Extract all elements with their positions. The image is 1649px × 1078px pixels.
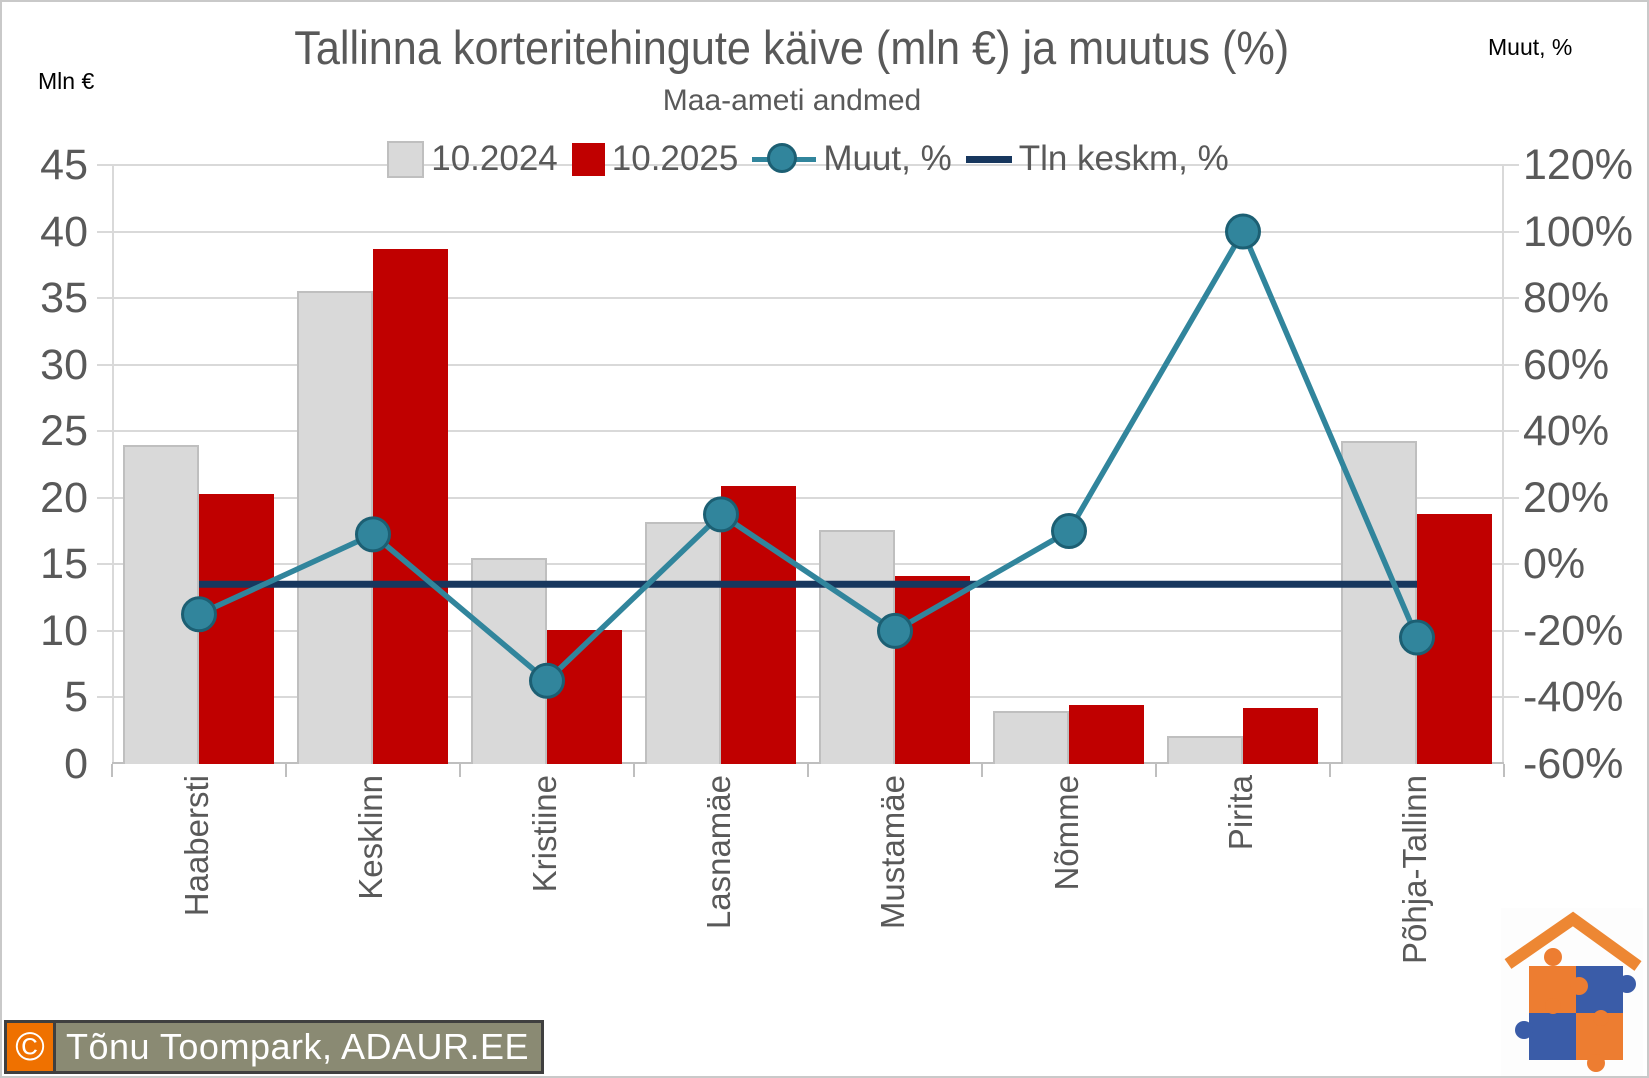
legend-label-2025: 10.2025 [611,139,739,178]
legend-swatch-keskm-line [965,155,1012,163]
x-axis-tick [807,764,809,777]
left-axis-unit-label: Mln € [38,68,95,94]
bar-10.2025-Kristiine [547,629,622,764]
copyright-icon: © [7,1023,56,1071]
legend: 10.2024 10.2025 Muut, % Tln keskm, % [112,134,1504,184]
bar-10.2024-Lasnamäe [645,521,721,764]
gridline [97,230,1519,233]
left-axis-tick-labels: 45 40 35 30 25 20 15 10 5 0 [2,141,88,788]
legend-item-keskm: Tln keskm, % [965,139,1229,179]
muut-marker-Kesklinn [355,516,391,553]
category-label-Põhja-Tallinn: Põhja-Tallinn [1396,775,1433,964]
category-label-Haabersti: Haabersti [178,775,215,917]
bar-10.2025-Pirita [1243,708,1318,764]
legend-label-keskm: Tln keskm, % [1018,139,1229,178]
left-tick-label: 45 [40,141,88,189]
axis-line-vertical [1502,165,1504,764]
x-axis-tick [1329,764,1331,777]
x-axis-line [112,762,1504,764]
gridline [97,164,1519,166]
house-puzzle-icon [1504,911,1642,1072]
left-tick-label: 5 [64,673,88,722]
line-series-layer [181,213,1435,699]
muut-line [197,225,1420,685]
gridline [97,696,1519,699]
legend-swatch-2025 [571,142,605,176]
category-label-Pirita: Pirita [1222,775,1259,851]
category-axis-labels: Haabersti Kesklinn Kristiine Lasnamäe Mustam… [112,775,1504,1015]
chart-subtitle: Maa-ameti andmed [662,84,922,117]
legend-label-2024: 10.2024 [431,139,558,178]
plot-area [97,164,1519,777]
x-axis-tick [633,764,635,777]
gridline [97,297,1519,300]
gridline [97,563,1519,566]
bar-10.2024-Kristiine [471,557,547,764]
right-tick-label: 0% [1523,540,1586,589]
bar-10.2025-Kesklinn [373,248,448,764]
x-axis-tick [981,764,983,777]
x-axis-tick [1503,764,1505,777]
right-tick-label: 80% [1523,274,1610,323]
gridline [97,363,1519,366]
bar-10.2024-Mustamäe [819,529,895,764]
right-tick-label: -40% [1523,673,1624,722]
right-tick-label: 120% [1523,141,1633,189]
x-axis-tick [111,764,113,777]
left-tick-label: 30 [40,340,88,389]
left-tick-label: 20 [40,473,88,522]
legend-item-2024: 10.2024 [387,139,558,179]
legend-item-muut: Muut, % [752,139,952,179]
muut-marker-Pirita [1225,213,1261,250]
bar-10.2025-Lasnamäe [721,485,796,764]
legend-swatch-muut-line-marker [752,141,817,177]
left-tick-label: 25 [40,407,88,456]
muut-marker-Kristiine [529,662,565,699]
copyright-watermark: © Tõnu Toompark, ADAUR.EE [4,1020,545,1074]
right-tick-label: 40% [1523,407,1610,456]
right-axis-unit-label: Muut, % [1488,34,1573,60]
x-axis-tick [1155,764,1157,777]
x-axis-tick [459,764,461,777]
left-tick-label: 15 [40,540,88,589]
category-label-Kesklinn: Kesklinn [352,775,389,900]
category-label-Nõmme: Nõmme [1048,775,1085,891]
adaur-house-puzzle-logo [1501,908,1643,1076]
category-label-Mustamäe: Mustamäe [874,775,911,930]
category-label-Kristiine: Kristiine [526,775,563,893]
right-tick-label: 60% [1523,340,1610,389]
axis-line-vertical [112,165,114,764]
bar-10.2024-Nõmme [993,710,1069,764]
right-axis-tick-labels: 120% 100% 80% 60% 40% 20% 0% -20% -40% -60% [1523,141,1647,788]
gridline [97,496,1519,499]
watermark-text: Tõnu Toompark, ADAUR.EE [66,1026,530,1067]
x-axis-tick [285,764,287,777]
muut-marker-Lasnamäe [703,496,739,533]
right-tick-label: -60% [1523,740,1624,788]
right-tick-label: 100% [1523,207,1633,256]
left-tick-label: 35 [40,274,88,323]
left-tick-label: 0 [64,740,88,788]
bar-10.2024-Pirita [1167,736,1243,764]
gridline [97,629,1519,632]
bar-10.2025-Haabersti [199,493,274,764]
muut-marker-Mustamäe [877,612,913,649]
muut-marker-Põhja-Tallinn [1399,619,1435,656]
legend-label-muut: Muut, % [823,139,952,178]
gridline [97,430,1519,433]
right-tick-label: -20% [1523,606,1624,655]
left-tick-label: 40 [40,207,88,256]
left-tick-label: 10 [40,606,88,655]
legend-swatch-2024 [387,140,425,178]
bar-10.2025-Nõmme [1069,705,1144,764]
category-label-Lasnamäe: Lasnamäe [700,775,737,930]
legend-item-2025: 10.2025 [571,139,739,179]
right-tick-label: 20% [1523,473,1610,522]
chart-title: Tallinna korteritehingute käive (mln €) … [294,21,1290,74]
muut-marker-Nõmme [1051,513,1087,550]
muut-marker-Haabersti [181,596,217,633]
